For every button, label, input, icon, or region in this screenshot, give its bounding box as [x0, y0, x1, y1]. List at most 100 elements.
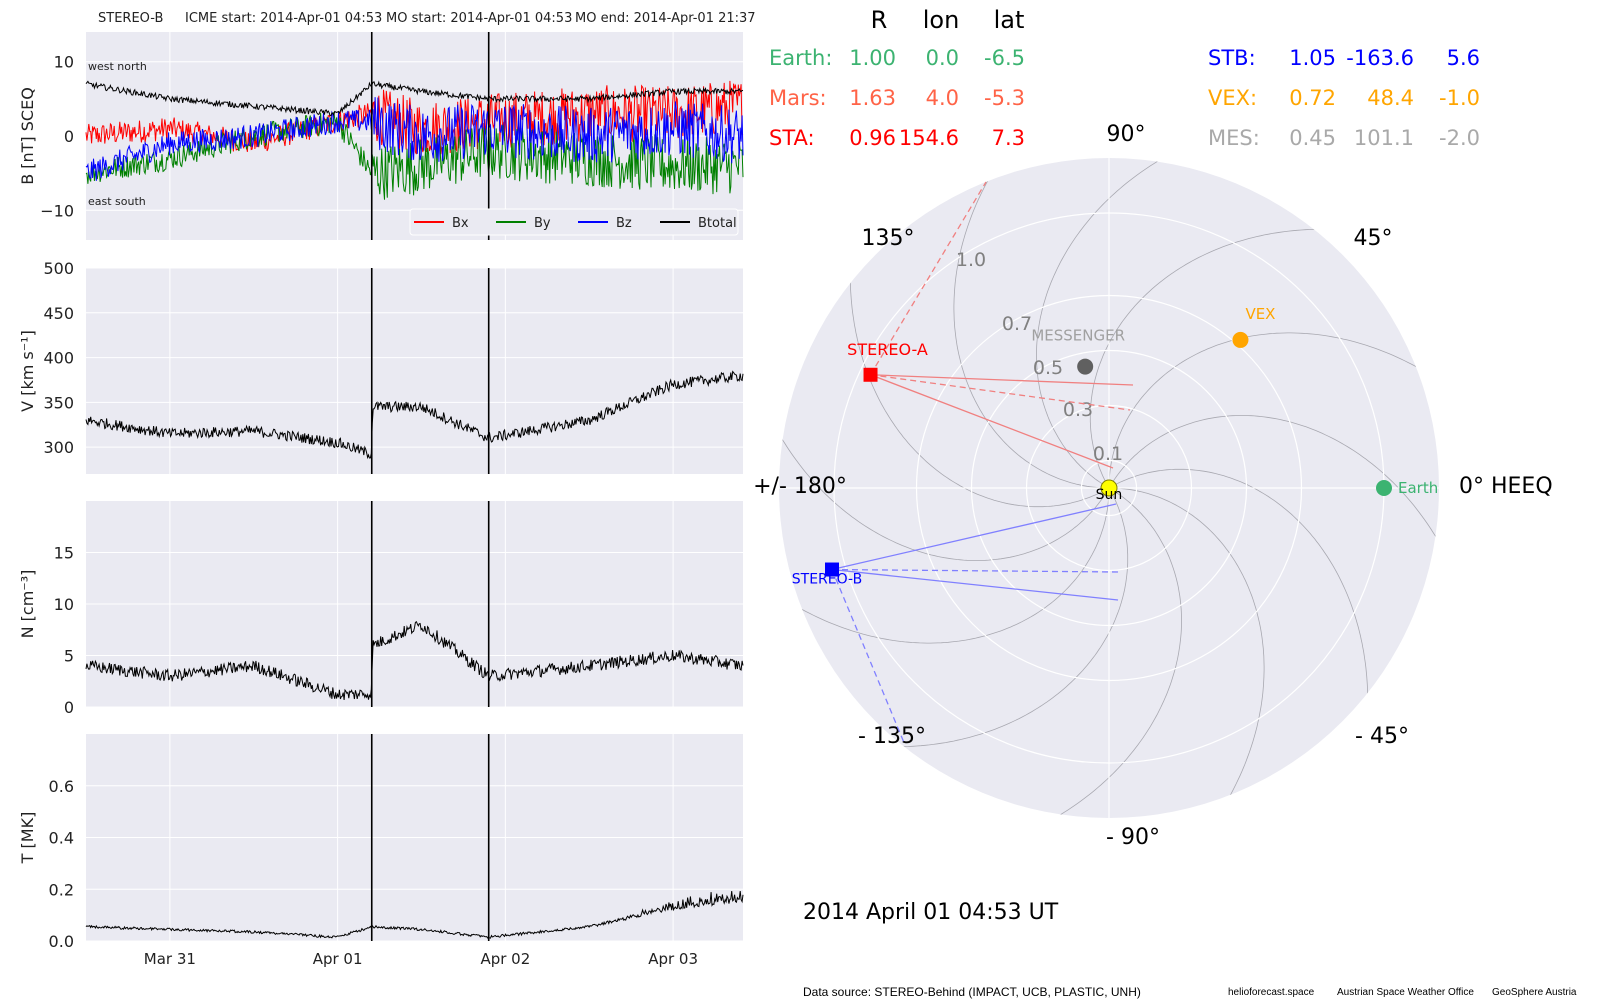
panel-density: 15 10 5 0 N [cm⁻³]	[18, 501, 744, 717]
y-axis-label: T [MK]	[18, 812, 37, 865]
sta-fov-line-dashed	[869, 181, 987, 376]
y-tick-label: 0.4	[49, 829, 74, 848]
table-col-header: lon	[922, 6, 960, 34]
y-tick-label: 500	[43, 259, 74, 278]
y-axis-label: N [cm⁻³]	[18, 570, 37, 639]
stb-fov-line-dashed	[831, 568, 1119, 573]
table-cell-name: Earth:	[769, 46, 833, 70]
table-cell-lat: -2.0	[1439, 126, 1480, 150]
spiral-field-line	[1108, 468, 1369, 733]
table-cell-lon: 0.0	[925, 46, 959, 70]
stereo-b-label: STEREO-B	[792, 572, 862, 588]
timestamp: 2014 April 01 04:53 UT	[803, 900, 1059, 925]
y-tick-label: 10	[54, 595, 74, 614]
spiral-field-line	[779, 404, 1110, 561]
table-cell-lon: -163.6	[1346, 46, 1414, 70]
angle-label: - 45°	[1355, 724, 1409, 749]
sta-fov-line	[870, 374, 1114, 469]
spiral-field-line	[1036, 158, 1193, 489]
sta-fov-line	[870, 374, 1134, 386]
y-tick-label: 0.2	[49, 880, 74, 899]
y-tick-label: 10	[54, 53, 74, 72]
series-line-by	[85, 111, 744, 200]
legend-label: Bx	[452, 216, 469, 231]
angle-label: 45°	[1354, 226, 1393, 251]
header-mo-start: MO start: 2014-Apr-01 04:53	[386, 11, 573, 26]
table-cell-name: STB:	[1208, 46, 1256, 70]
panel-temperature: 0.6 0.4 0.2 0.0 T [MK]	[18, 734, 744, 951]
y-tick-label: 0.6	[49, 777, 74, 796]
table-cell-name: MES:	[1208, 126, 1260, 150]
y-tick-label: 400	[43, 349, 74, 368]
annotation-east-south: east south	[88, 195, 146, 208]
spacecraft-fov-lines	[831, 181, 1134, 746]
table-cell-r: 0.96	[849, 126, 896, 150]
stb-fov-line	[831, 568, 1119, 601]
radial-tick-label: 0.1	[1093, 443, 1123, 465]
panel-speed: 500 450 400 350 300 V [km s⁻¹]	[18, 259, 744, 474]
x-tick-label: Apr 02	[480, 950, 530, 968]
x-tick-label: Apr 03	[648, 950, 698, 968]
y-axis-label: B [nT] SCEQ	[18, 87, 37, 185]
radial-tick-label: 0.5	[1033, 357, 1063, 379]
spiral-field-line	[1109, 487, 1265, 818]
x-tick-label: Mar 31	[144, 950, 196, 968]
table-cell-lon: 101.1	[1353, 126, 1414, 150]
table-cell-r: 1.63	[849, 86, 896, 110]
time-series-panels: 10 0 −10B [nT] SCEQ 500 450 400 350 300 V [km s⁻…	[18, 32, 744, 968]
panel-background	[86, 268, 743, 474]
spiral-field-line	[1108, 332, 1439, 488]
table-cell-r: 0.72	[1289, 86, 1336, 110]
table-cell-r: 1.00	[849, 46, 896, 70]
vex-marker	[1232, 331, 1249, 348]
header-mo-end: MO end: 2014-Apr-01 21:37	[575, 11, 756, 26]
series-line-bz	[85, 97, 744, 181]
sun-marker	[1100, 479, 1118, 497]
table-col-header: lat	[993, 6, 1025, 34]
footer-office: Austrian Space Weather Office	[1337, 987, 1474, 998]
table-cell-lon: 4.0	[925, 86, 959, 110]
series-line-bx	[85, 80, 744, 155]
y-tick-label: 350	[43, 393, 74, 412]
stb-fov-line-dashed	[831, 569, 906, 746]
spiral-field-line	[1089, 228, 1354, 489]
table-cell-name: Mars:	[769, 86, 827, 110]
legend-label: Btotal	[698, 216, 737, 231]
stereo-b-marker	[824, 562, 839, 577]
sun-label: Sun	[1096, 487, 1123, 503]
footer-org: GeoSphere Austria	[1492, 987, 1577, 998]
angle-label: 135°	[862, 226, 915, 251]
earth-label: Earth	[1398, 479, 1438, 497]
legend-label: By	[534, 216, 551, 231]
angle-label: - 90°	[1106, 825, 1160, 850]
series-line-temperature	[85, 890, 744, 939]
series-line-density	[85, 620, 744, 701]
y-tick-label: 0.0	[49, 932, 74, 951]
table-cell-lat: -6.5	[984, 46, 1025, 70]
y-tick-label: −10	[40, 201, 74, 220]
series-line-speed	[85, 370, 744, 460]
messenger-label: MESSENGER	[1031, 327, 1125, 345]
table-cell-lat: 5.6	[1446, 46, 1480, 70]
spiral-field-line	[779, 488, 1110, 644]
table-col-header: R	[870, 6, 888, 34]
y-tick-label: 300	[43, 438, 74, 457]
angle-label: 90°	[1107, 122, 1146, 147]
spiral-field-line	[1025, 487, 1182, 818]
angle-label: +/- 180°	[753, 474, 847, 499]
spiral-field-line	[1108, 415, 1439, 572]
angle-label: - 135°	[858, 724, 926, 749]
x-tick-label: Apr 01	[313, 950, 363, 968]
spiral-field-line	[953, 158, 1109, 489]
footer-site: helioforecast.space	[1228, 987, 1315, 998]
data-source-note: Data source: STEREO-Behind (IMPACT, UCB,…	[803, 985, 1141, 999]
legend: Bx By Bz Btotal	[409, 208, 739, 236]
series-line-btotal	[85, 80, 744, 117]
angle-label: 0° HEEQ	[1459, 474, 1553, 499]
y-tick-label: 0	[64, 127, 74, 146]
table-cell-lon: 154.6	[898, 126, 959, 150]
header-spacecraft: STEREO-B	[98, 11, 164, 26]
table-cell-lat: -1.0	[1439, 86, 1480, 110]
